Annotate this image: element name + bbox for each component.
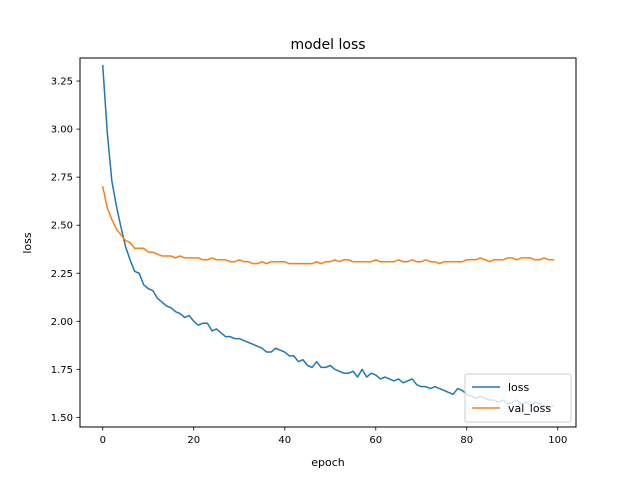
legend: loss val_loss	[464, 373, 572, 423]
x-axis: 0 20 40 60 80 100	[100, 427, 567, 446]
x-tick-label: 60	[369, 435, 382, 446]
legend-label-val-loss: val_loss	[508, 402, 551, 415]
chart-title: model loss	[290, 37, 365, 53]
x-tick-label: 20	[187, 435, 200, 446]
x-tick-label: 0	[100, 435, 106, 446]
series-line-val-loss	[101, 185, 554, 265]
y-tick-label: 3.25	[51, 77, 73, 88]
legend-label-loss: loss	[508, 381, 530, 394]
y-tick-label: 3.00	[51, 125, 73, 136]
x-tick-label: 40	[278, 435, 291, 446]
y-tick-label: 2.00	[51, 317, 73, 328]
y-tick-label: 1.50	[51, 413, 73, 424]
x-axis-label: epoch	[311, 456, 345, 469]
x-tick-label: 80	[460, 435, 473, 446]
y-tick-label: 2.75	[51, 173, 73, 184]
y-tick-label: 1.75	[51, 365, 73, 376]
legend-box	[464, 373, 572, 423]
x-tick-label: 100	[548, 435, 567, 446]
y-axis-label: loss	[21, 232, 34, 254]
y-axis: 1.50 1.75 2.00 2.25 2.50 2.75 3.00 3.25	[51, 77, 80, 424]
y-tick-label: 2.25	[51, 269, 73, 280]
y-tick-label: 2.50	[51, 221, 73, 232]
plot-frame	[79, 57, 577, 428]
